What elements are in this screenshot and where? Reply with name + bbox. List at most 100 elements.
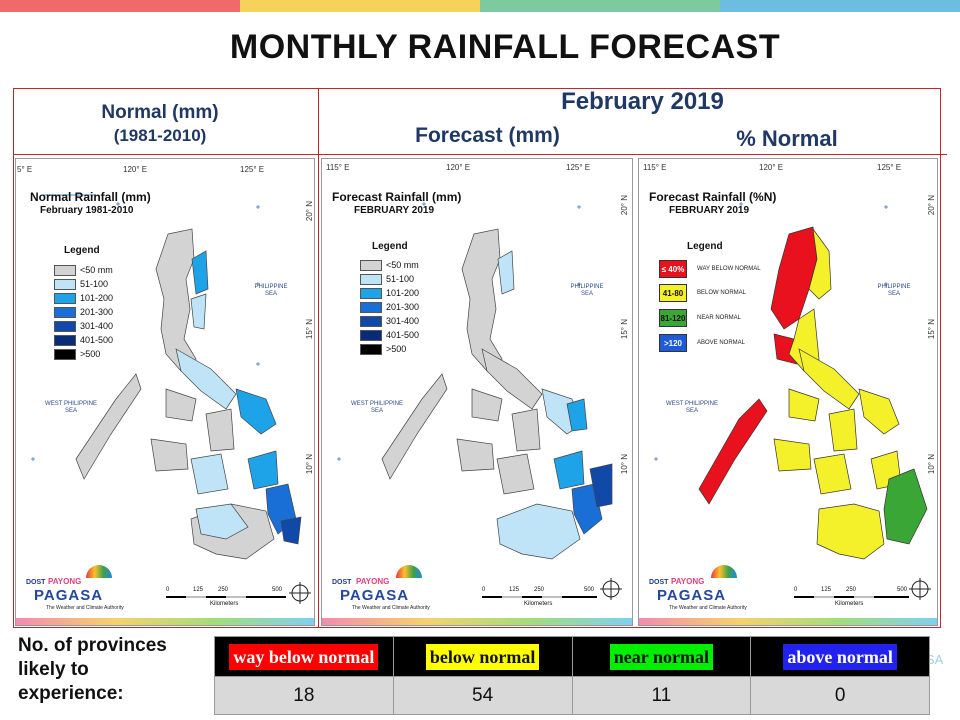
- scale-tick: 500: [897, 587, 908, 593]
- forecast-header: Forecast (mm): [415, 124, 560, 147]
- percent-lat-10: 10° N: [927, 454, 936, 475]
- pagasa-logo-text: PAGASA: [34, 587, 104, 604]
- forecast-philippine-sea-label: PHILIPPINE SEA: [570, 284, 604, 297]
- normal-map-graphic: [31, 194, 311, 604]
- normal-legend-item: 101-200: [54, 292, 113, 304]
- rainbow-bar: [322, 618, 632, 625]
- legend-label: 101-200: [386, 288, 420, 298]
- normal-map-title: Normal Rainfall (mm): [30, 190, 151, 204]
- legend-label: BELOW NORMAL: [697, 290, 747, 296]
- scale-tick: 250: [534, 587, 545, 593]
- legend-swatch: [360, 315, 382, 327]
- normal-rainfall-map: 5° E 120° E 125° E 20° N 15° N 10° N Nor…: [15, 158, 315, 626]
- forecast-legend-item: <50 mm: [360, 259, 419, 271]
- scale-tick: 500: [272, 587, 283, 593]
- category-header-cell: near normal: [571, 636, 752, 677]
- scale-tick: 500: [584, 587, 595, 593]
- legend-label: 201-300: [80, 307, 114, 317]
- forecast-map-title: Forecast Rainfall (mm): [332, 190, 462, 204]
- percent-lon-115: 115° E: [643, 163, 667, 172]
- category-above-label: above normal: [783, 643, 897, 670]
- legend-label: WAY BELOW NORMAL: [697, 266, 761, 272]
- legend-label: 101-200: [80, 293, 114, 303]
- watermark-text: SA: [926, 652, 944, 667]
- legend-swatch: [54, 292, 76, 304]
- legend-swatch: [360, 273, 382, 285]
- page-title: MONTHLY RAINFALL FORECAST: [229, 28, 781, 66]
- umbrella-logo-icon: [396, 565, 422, 578]
- normal-legend-item: 51-100: [54, 278, 108, 290]
- rainbow-bar: [16, 618, 314, 625]
- scale-tick: 0: [166, 587, 170, 593]
- normal-legend-item: >500: [54, 348, 100, 360]
- category-header-cell: way below normal: [214, 636, 394, 677]
- legend-label: NEAR NORMAL: [697, 315, 742, 321]
- scale-tick: 125: [193, 587, 204, 593]
- normal-legend-title: Legend: [64, 245, 100, 256]
- legend-swatch: ≤ 40%: [659, 260, 687, 278]
- legend-swatch: [54, 320, 76, 332]
- scale-tick: 0: [794, 587, 798, 593]
- forecast-legend-item: 401-500: [360, 329, 419, 341]
- legend-label: ABOVE NORMAL: [697, 340, 746, 346]
- legend-label: 201-300: [386, 302, 420, 312]
- count-near: 11: [571, 676, 752, 715]
- legend-swatch: [54, 264, 76, 276]
- scale-tick: 125: [509, 587, 520, 593]
- normal-lat-10: 10° N: [305, 454, 314, 475]
- normal-legend-item: 401-500: [54, 334, 113, 346]
- percent-philippine-sea-label: PHILIPPINE SEA: [877, 284, 911, 297]
- pagasa-logo-text: PAGASA: [657, 587, 727, 604]
- pagasa-tagline: The Weather and Climate Authority: [46, 605, 124, 611]
- category-header-cell: below normal: [392, 636, 573, 677]
- dost-logo-text: DOST: [26, 579, 46, 586]
- normal-lon-115: 5° E: [17, 165, 33, 174]
- normal-header-line1: Normal (mm): [101, 102, 219, 123]
- legend-label: >500: [80, 349, 101, 359]
- legend-swatch: 41-80: [659, 284, 687, 302]
- umbrella-logo-icon: [711, 565, 737, 578]
- percent-normal-map: 115° E 120° E 125° E 20° N 15° N 10° N F…: [638, 158, 938, 626]
- legend-swatch: [360, 343, 382, 355]
- provinces-count-label: No. of provinces likely to experience:: [18, 635, 167, 704]
- normal-west-philippine-sea-label: WEST PHILIPPINE SEA: [45, 401, 97, 414]
- forecast-lon-115: 115° E: [326, 163, 350, 172]
- legend-swatch: [54, 348, 76, 360]
- percent-legend-item: 41-80 BELOW NORMAL: [659, 284, 746, 302]
- percent-lon-120: 120° E: [759, 163, 784, 172]
- stripe-segment-red: [0, 0, 240, 12]
- normal-lon-120: 120° E: [123, 165, 148, 174]
- legend-label: 401-500: [80, 335, 114, 345]
- payong-logo-text: PAYONG: [671, 577, 705, 586]
- normal-lon-125: 125° E: [240, 165, 265, 174]
- forecast-lat-10: 10° N: [620, 454, 629, 475]
- forecast-map-graphic: [337, 202, 622, 600]
- percent-lat-15: 15° N: [927, 319, 936, 340]
- count-below: 54: [392, 676, 573, 715]
- forecast-lon-125: 125° E: [566, 163, 591, 172]
- pagasa-tagline: The Weather and Climate Authority: [352, 605, 430, 611]
- category-header-cell: above normal: [750, 636, 930, 677]
- legend-swatch: [360, 259, 382, 271]
- header-divider-line: [13, 154, 947, 155]
- forecast-legend-item: >500: [360, 343, 406, 355]
- category-header-row: way below normal below normal near norma…: [214, 636, 930, 677]
- legend-label: 401-500: [386, 330, 420, 340]
- category-near-label: near normal: [609, 643, 713, 670]
- legend-swatch: [360, 301, 382, 313]
- forecast-lat-15: 15° N: [620, 319, 629, 340]
- forecast-map-subtitle: FEBRUARY 2019: [354, 205, 435, 216]
- normal-philippine-sea-label: PHILIPPINE SEA: [254, 284, 288, 297]
- stripe-segment-blue: [720, 0, 960, 12]
- percent-legend-item: ≤ 40% WAY BELOW NORMAL: [659, 260, 761, 278]
- legend-label: <50 mm: [386, 260, 419, 270]
- forecast-legend-title: Legend: [372, 241, 408, 252]
- scale-tick: 250: [846, 587, 857, 593]
- category-way-below-label: way below normal: [229, 643, 379, 670]
- month-header: February 2019: [561, 88, 724, 115]
- category-count-row: 18 54 11 0: [214, 676, 930, 715]
- scale-tick: 250: [218, 587, 229, 593]
- forecast-legend-item: 101-200: [360, 287, 419, 299]
- count-way-below: 18: [214, 676, 394, 715]
- pagasa-tagline: The Weather and Climate Authority: [669, 605, 747, 611]
